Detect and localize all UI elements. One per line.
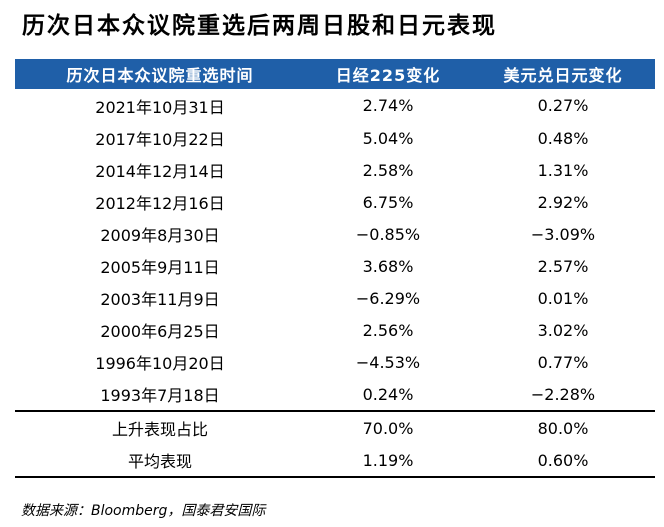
cell-date: 2012年12月16日 (95, 194, 225, 213)
cell-nikkei: 6.75% (362, 192, 414, 212)
table-header-row: 历次日本众议院重选时间 日经225变化 美元兑日元变化 (15, 59, 655, 89)
table-row: 1993年7月18日 0.24% −2.28% (15, 378, 655, 411)
header-election-date: 历次日本众议院重选时间 (15, 59, 305, 89)
cell-nikkei: 1.19% (305, 444, 471, 478)
cell-usdjpy: 80.0% (471, 410, 655, 444)
data-source-note: 数据来源：Bloomberg，国泰君安国际 (21, 503, 266, 519)
table-row: 2014年12月14日 2.58% 1.31% (15, 154, 655, 186)
cell-date: 2014年12月14日 (95, 162, 225, 181)
cell-usdjpy: 0.27% (537, 96, 589, 115)
cell-date: 2005年9月11日 (100, 258, 220, 277)
cell-nikkei: 0.24% (362, 384, 414, 404)
cell-summary-label: 平均表现 (15, 444, 305, 478)
header-nikkei-change: 日经225变化 (305, 59, 471, 89)
cell-date: 2003年11月9日 (100, 290, 220, 309)
table-row: 2021年10月31日 2.74% 0.27% (15, 89, 655, 122)
cell-nikkei: 3.68% (362, 256, 414, 276)
cell-usdjpy: 0.60% (471, 444, 655, 478)
table-row: 2012年12月16日 6.75% 2.92% (15, 186, 655, 218)
cell-date: 2021年10月31日 (95, 97, 225, 117)
cell-usdjpy: −2.28% (530, 384, 596, 404)
table-row: 2017年10月22日 5.04% 0.48% (15, 122, 655, 154)
cell-date: 2000年6月25日 (100, 322, 220, 341)
table-row: 2003年11月9日 −6.29% 0.01% (15, 282, 655, 314)
cell-nikkei: 2.56% (362, 320, 414, 340)
cell-usdjpy: 0.01% (537, 288, 589, 308)
summary-row-average: 平均表现 1.19% 0.60% (15, 444, 655, 478)
table-row: 2005年9月11日 3.68% 2.57% (15, 250, 655, 282)
election-table: 历次日本众议院重选时间 日经225变化 美元兑日元变化 2021年10月31日 … (15, 59, 655, 478)
cell-usdjpy: 1.31% (537, 160, 589, 180)
cell-nikkei: 70.0% (305, 410, 471, 444)
table-row: 2000年6月25日 2.56% 3.02% (15, 314, 655, 346)
header-usdjpy-change: 美元兑日元变化 (471, 59, 655, 89)
summary-row-rise-ratio: 上升表现占比 70.0% 80.0% (15, 410, 655, 444)
cell-date: 1996年10月20日 (95, 354, 225, 373)
cell-nikkei: −4.53% (355, 352, 421, 372)
cell-usdjpy: 3.02% (537, 320, 589, 340)
cell-nikkei: −6.29% (355, 288, 421, 308)
cell-usdjpy: 2.92% (537, 192, 589, 212)
cell-nikkei: 2.58% (362, 160, 414, 180)
table-row: 2009年8月30日 −0.85% −3.09% (15, 218, 655, 250)
cell-nikkei: 2.74% (362, 96, 414, 115)
cell-usdjpy: 0.77% (537, 352, 589, 372)
page-title: 历次日本众议院重选后两周日股和日元表现 (22, 12, 497, 39)
cell-date: 2017年10月22日 (95, 130, 225, 149)
cell-summary-label: 上升表现占比 (15, 410, 305, 444)
cell-usdjpy: 2.57% (537, 256, 589, 276)
cell-nikkei: 5.04% (362, 128, 414, 148)
table-row: 1996年10月20日 −4.53% 0.77% (15, 346, 655, 378)
cell-usdjpy: −3.09% (530, 224, 596, 244)
cell-date: 1993年7月18日 (100, 386, 220, 405)
cell-date: 2009年8月30日 (100, 226, 220, 245)
cell-usdjpy: 0.48% (537, 128, 589, 148)
cell-nikkei: −0.85% (355, 224, 421, 244)
